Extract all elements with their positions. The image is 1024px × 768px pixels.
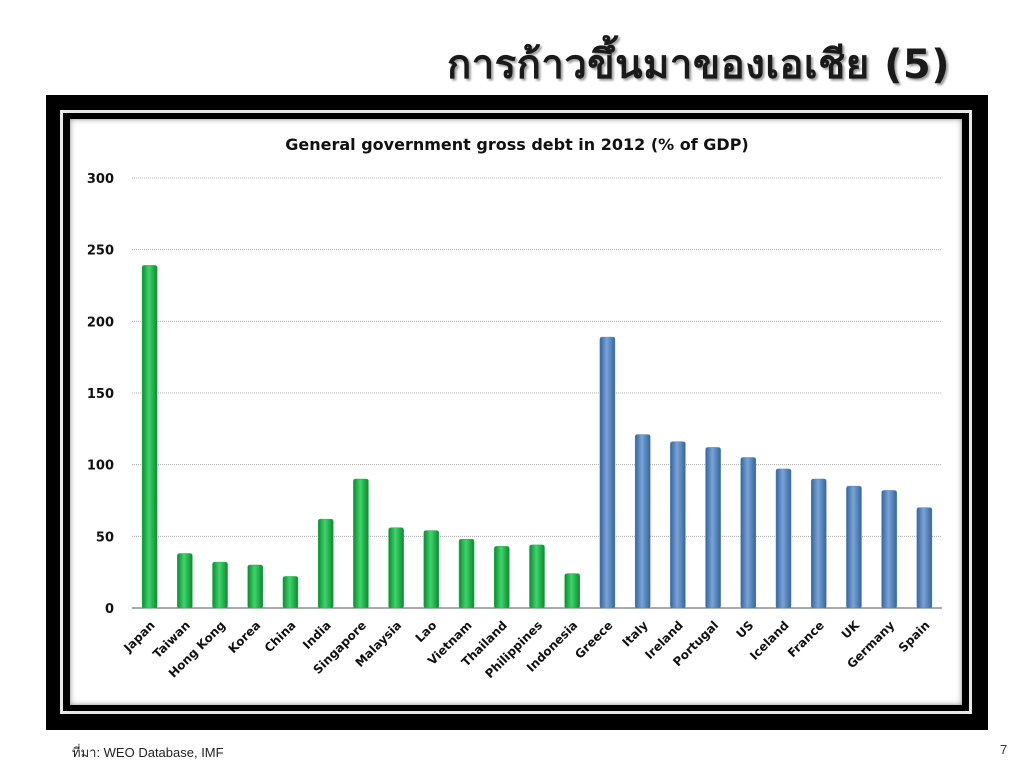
- bar-india: [317, 518, 334, 609]
- x-tick-label: Lao: [413, 618, 440, 645]
- bar-ireland: [670, 441, 686, 609]
- bar-vietnam: [458, 538, 475, 609]
- bar-korea: [247, 564, 264, 609]
- y-tick-label: 150: [87, 387, 114, 402]
- bar-portugal: [705, 447, 721, 609]
- x-tick-label: China: [262, 618, 299, 655]
- bar-indonesia: [564, 573, 580, 609]
- chart-title: General government gross debt in 2012 (%…: [285, 135, 748, 154]
- bar-spain: [916, 507, 933, 609]
- bar-singapore: [353, 478, 369, 609]
- slide-title: การก้าวขึ้นมาของเอเชีย (5): [447, 42, 950, 88]
- y-tick-label: 100: [87, 459, 114, 474]
- y-tick-label: 0: [105, 602, 114, 617]
- bar-uk: [846, 485, 862, 609]
- bar-china: [282, 576, 299, 609]
- bar-france: [810, 478, 827, 609]
- bar-germany: [881, 490, 897, 609]
- chart-frame-border: [60, 110, 972, 714]
- x-tick-label: Korea: [226, 618, 264, 656]
- x-tick-label: France: [785, 618, 827, 660]
- x-tick-label: UK: [839, 618, 863, 642]
- bar-hong-kong: [212, 561, 228, 609]
- y-tick-label: 200: [87, 315, 114, 330]
- bar-iceland: [775, 468, 792, 609]
- bar-us: [740, 457, 757, 609]
- bar-japan: [141, 265, 158, 609]
- y-tick-label: 50: [96, 530, 114, 545]
- bar-greece: [599, 336, 616, 609]
- y-tick-label: 250: [87, 244, 114, 259]
- bar-taiwan: [177, 553, 193, 609]
- y-tick-label: 300: [87, 172, 114, 187]
- source-note: ที่มา: WEO Database, IMF: [72, 745, 224, 760]
- x-tick-label: Greece: [572, 618, 615, 661]
- debt-bar-chart: General government gross debt in 2012 (%…: [87, 135, 942, 681]
- x-tick-label: Spain: [896, 618, 933, 655]
- bar-lao: [423, 530, 440, 609]
- page-number: 7: [1000, 742, 1008, 757]
- chart-area: General government gross debt in 2012 (%…: [70, 119, 962, 705]
- bar-italy: [634, 434, 651, 609]
- x-tick-label: India: [300, 618, 334, 652]
- bar-philippines: [529, 544, 545, 609]
- x-tick-label: US: [734, 618, 757, 641]
- x-tick-label: Italy: [619, 618, 650, 649]
- bar-thailand: [494, 546, 510, 609]
- bar-malaysia: [388, 527, 404, 609]
- x-tick-label: Iceland: [747, 618, 792, 663]
